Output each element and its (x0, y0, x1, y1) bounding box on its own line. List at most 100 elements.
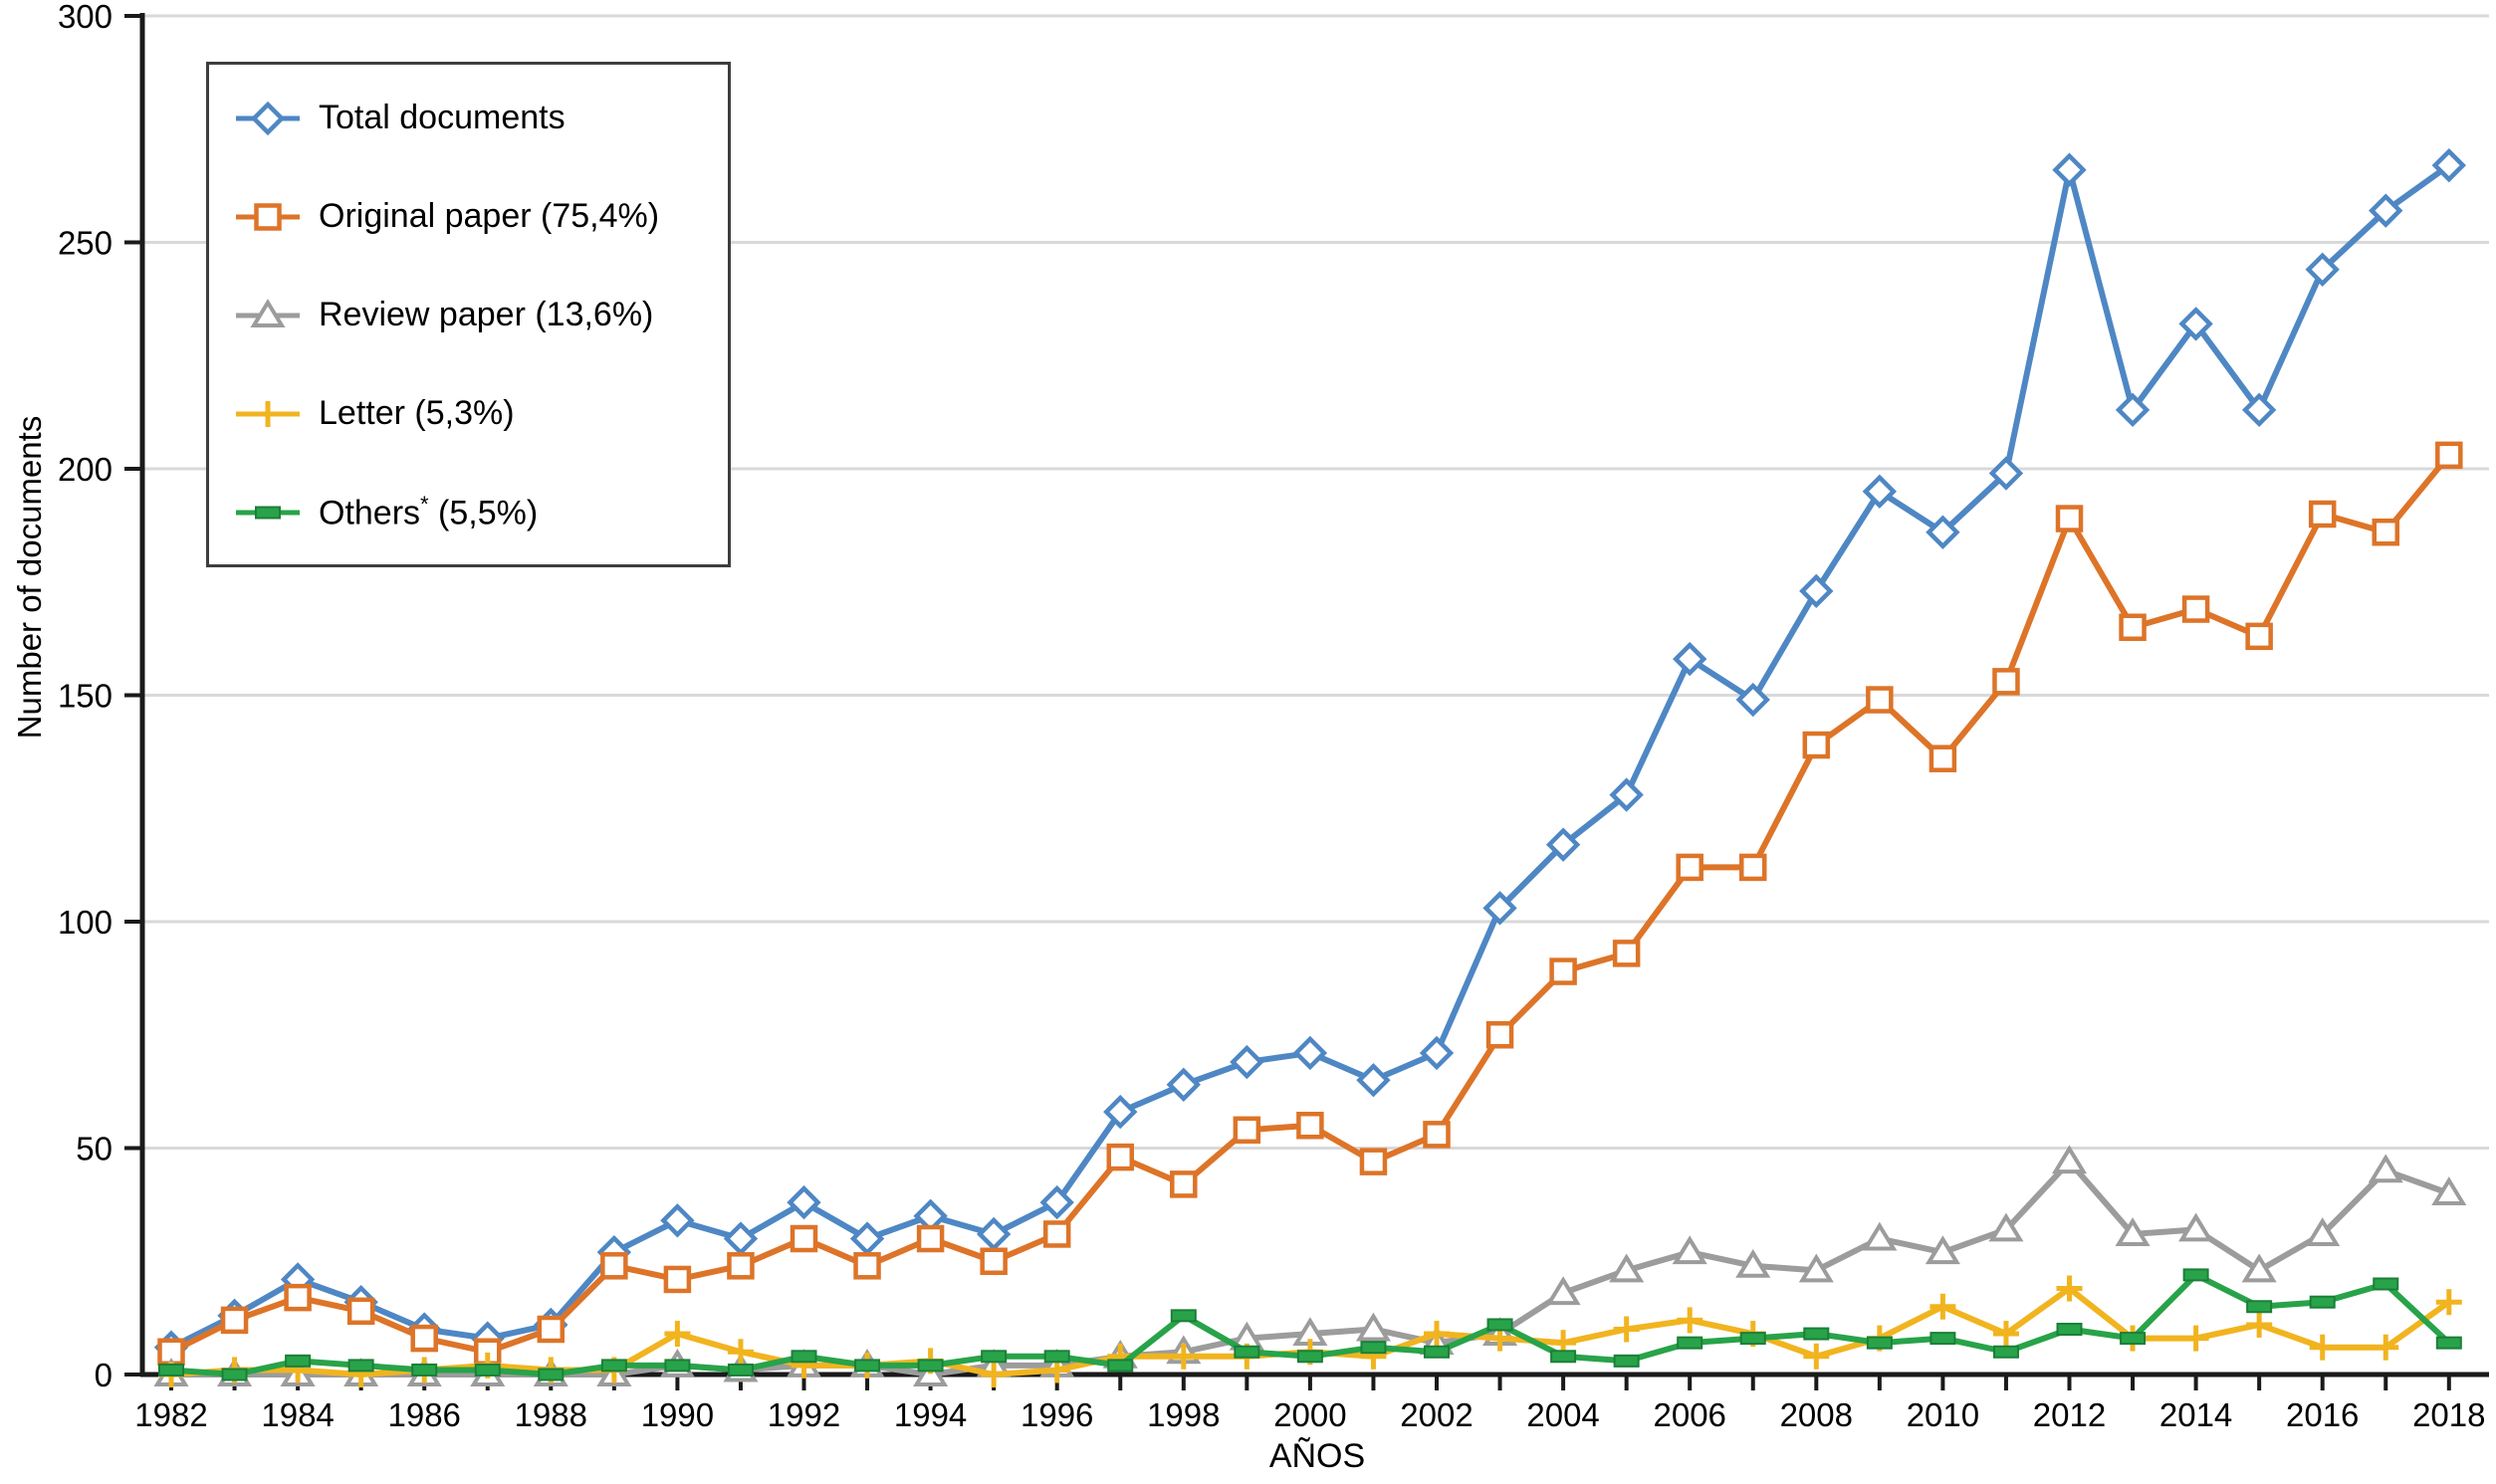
legend: Total documents Original paper (75,4%) R… (206, 62, 731, 567)
data-point-triangle-icon (1798, 1253, 1834, 1283)
data-point-dash-icon (1677, 1336, 1703, 1350)
data-point-dash-icon (1360, 1341, 1387, 1355)
data-point-diamond-icon (2431, 147, 2466, 183)
x-tick-label: 1982 (134, 1396, 207, 1433)
data-point-dash-icon (727, 1363, 754, 1377)
review-paper-triangle-marker-icon (236, 298, 300, 327)
data-point-square-icon (2245, 622, 2273, 651)
legend-label-others-asterisk: * (420, 491, 429, 517)
data-point-dash-icon (2120, 1332, 2147, 1346)
data-point-square-icon (1106, 1143, 1134, 1171)
data-point-diamond-icon (1482, 891, 1517, 926)
data-point-triangle-icon (1672, 1235, 1707, 1265)
legend-item-letter: Letter (5,3%) (233, 364, 728, 463)
data-point-dash-icon (791, 1350, 817, 1364)
x-tick-label: 1984 (261, 1396, 334, 1433)
x-tick-label: 2012 (2033, 1396, 2106, 1433)
data-point-square-icon (2435, 441, 2463, 470)
legend-item-others: Others* (5,5%) (233, 463, 728, 561)
data-point-square-icon (1866, 686, 1894, 714)
data-point-diamond-icon (1039, 1184, 1074, 1220)
data-point-dash-icon (2182, 1268, 2209, 1282)
original-paper-square-marker-icon (236, 202, 300, 231)
data-point-triangle-icon (2115, 1217, 2151, 1246)
data-point-dash-icon (1107, 1359, 1134, 1373)
data-point-square-icon (790, 1224, 818, 1253)
data-point-square-icon (1739, 853, 1767, 882)
data-point-triangle-icon (2368, 1154, 2403, 1183)
data-point-square-icon (1485, 1021, 1514, 1049)
data-point-triangle-icon (2241, 1253, 2277, 1283)
data-point-square-icon (2055, 505, 2084, 532)
data-point-triangle-icon (2051, 1145, 2088, 1174)
data-point-square-icon (1612, 940, 1641, 967)
data-point-square-icon (1233, 1116, 1261, 1145)
data-point-dash-icon (255, 506, 281, 519)
x-tick-label: 1994 (894, 1396, 967, 1433)
legend-label-original-paper: Original paper (75,4%) (319, 197, 660, 235)
data-point-dash-icon (347, 1359, 374, 1373)
data-point-triangle-icon (1988, 1212, 2024, 1242)
data-point-dash-icon (1613, 1354, 1640, 1368)
data-point-diamond-icon (787, 1184, 821, 1220)
data-point-diamond-icon (1988, 456, 2024, 491)
data-point-diamond-icon (1292, 1035, 1328, 1071)
data-point-dash-icon (1170, 1309, 1197, 1323)
data-point-dash-icon (1866, 1336, 1893, 1350)
letter-plus-marker-icon (236, 400, 300, 427)
data-point-dash-icon (2309, 1295, 2336, 1309)
data-point-triangle-icon (1545, 1276, 1581, 1306)
data-point-dash-icon (1803, 1327, 1830, 1341)
legend-item-total-documents: Total documents (233, 69, 728, 167)
data-point-diamond-icon (1926, 515, 1960, 549)
data-point-square-icon (346, 1297, 375, 1326)
data-point-diamond-icon (1356, 1063, 1391, 1098)
data-point-dash-icon (285, 1354, 312, 1368)
data-point-square-icon (1549, 957, 1577, 985)
data-point-triangle-icon (2431, 1176, 2467, 1205)
data-point-diamond-icon (2305, 252, 2340, 287)
x-tick-label: 1986 (387, 1396, 460, 1433)
legend-label-total-documents: Total documents (319, 99, 566, 136)
data-point-diamond-icon (1799, 573, 1834, 609)
data-point-square-icon (537, 1315, 566, 1344)
x-tick-label: 2002 (1400, 1396, 1473, 1433)
data-point-dash-icon (1739, 1332, 1766, 1346)
data-point-diamond-icon (2052, 152, 2087, 187)
x-tick-label: 2014 (2159, 1396, 2232, 1433)
data-point-diamond-icon (1419, 1035, 1455, 1071)
x-tick-label: 1998 (1147, 1396, 1220, 1433)
data-point-dash-icon (158, 1363, 184, 1377)
legend-label-others: Others* (5,5%) (319, 492, 538, 532)
data-point-diamond-icon (250, 101, 286, 135)
data-point-dash-icon (2435, 1336, 2462, 1350)
x-tick-label: 2016 (2286, 1396, 2359, 1433)
data-point-square-icon (1296, 1112, 1324, 1140)
data-point-square-icon (2308, 500, 2337, 529)
data-point-triangle-icon (1862, 1221, 1898, 1251)
data-point-square-icon (1929, 744, 1957, 772)
y-tick-label: 200 (58, 451, 113, 488)
data-point-diamond-icon (1103, 1094, 1138, 1130)
data-point-diamond-icon (1735, 682, 1770, 718)
data-point-dash-icon (1992, 1345, 2019, 1359)
data-point-dash-icon (1550, 1350, 1577, 1364)
x-tick-label: 2008 (1780, 1396, 1853, 1433)
data-point-square-icon (2181, 595, 2210, 623)
data-point-diamond-icon (2178, 307, 2213, 341)
y-tick-label: 50 (76, 1131, 113, 1167)
data-point-square-icon (2372, 518, 2399, 546)
data-point-square-icon (916, 1224, 945, 1253)
data-point-diamond-icon (723, 1221, 759, 1256)
data-point-diamond-icon (849, 1221, 885, 1256)
legend-label-others-text: Others (319, 494, 421, 532)
data-point-square-icon (727, 1252, 755, 1280)
data-point-dash-icon (538, 1368, 565, 1381)
data-point-diamond-icon (2115, 392, 2151, 428)
data-point-square-icon (980, 1247, 1008, 1275)
data-point-square-icon (1676, 853, 1703, 882)
series-dash (158, 1268, 2462, 1381)
legend-label-review-paper: Review paper (13,6%) (319, 296, 654, 333)
data-point-square-icon (1359, 1148, 1388, 1175)
data-point-diamond-icon (1230, 1044, 1264, 1080)
